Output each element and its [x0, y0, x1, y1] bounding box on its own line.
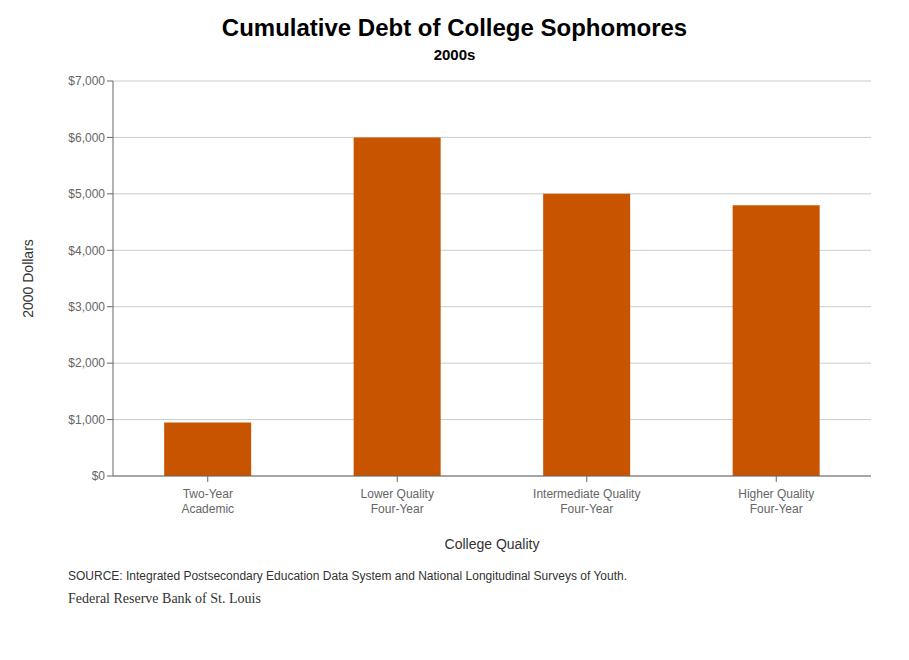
svg-text:College Quality: College Quality: [445, 536, 540, 552]
html-text:2000s: 2000s: [433, 46, 476, 63]
svg-text:$5,000: $5,000: [68, 187, 105, 201]
svg-text:2000 Dollars: 2000 Dollars: [20, 239, 36, 318]
svg-text:Intermediate QualityFour-Year: Intermediate QualityFour-Year: [533, 487, 640, 516]
svg-text:$6,000: $6,000: [68, 131, 105, 145]
html-text:SOURCE: Integrated Postseconda: SOURCE: Integrated Postsecondary Educati…: [68, 569, 627, 583]
svg-text:Two-YearAcademic: Two-YearAcademic: [181, 487, 234, 516]
svg-text:$0: $0: [92, 469, 106, 483]
svg-text:$7,000: $7,000: [68, 74, 105, 88]
svg-text:$2,000: $2,000: [68, 356, 105, 370]
svg-text:Higher QualityFour-Year: Higher QualityFour-Year: [738, 487, 814, 516]
html-text:Federal Reserve Bank of St. Lo: Federal Reserve Bank of St. Louis: [68, 591, 261, 606]
svg-text:$3,000: $3,000: [68, 300, 105, 314]
svg-text:$4,000: $4,000: [68, 244, 105, 258]
svg-text:Lower QualityFour-Year: Lower QualityFour-Year: [361, 487, 434, 516]
html-text:Cumulative Debt of College Sop: Cumulative Debt of College Sophomores: [221, 14, 688, 41]
svg-text:$1,000: $1,000: [68, 413, 105, 427]
